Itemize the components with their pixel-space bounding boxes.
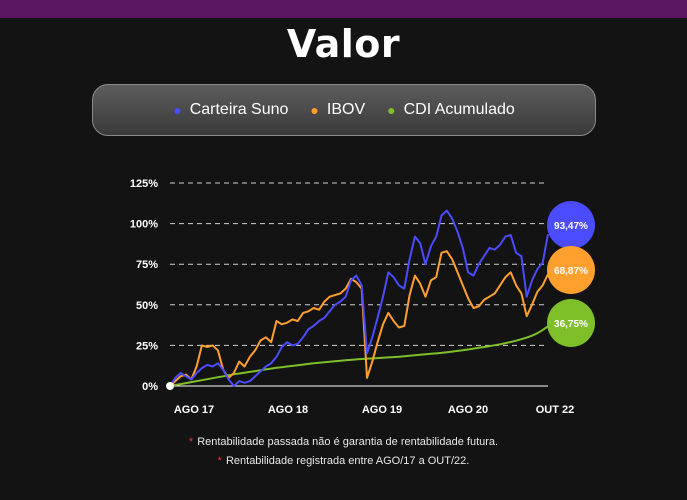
- series-line-carteira-suno: [169, 209, 549, 387]
- end-value-label: 68,87%: [554, 266, 588, 277]
- legend-item-ibov: ● IBOV: [310, 101, 365, 119]
- end-value-bubble: [547, 201, 595, 249]
- legend-item-cdi: ● CDI Acumulado: [387, 101, 515, 119]
- end-value-label: 93,47%: [554, 221, 588, 232]
- x-tick-label: AGO 18: [268, 404, 308, 416]
- asterisk-icon: *: [217, 455, 222, 467]
- asterisk-icon: *: [188, 436, 194, 448]
- footnote-2: * Rentabilidade registrada entre AGO/17 a…: [0, 455, 687, 467]
- footnote-text: Rentabilidade registrada entre AGO/17 a …: [225, 455, 470, 467]
- legend-label: IBOV: [326, 101, 366, 118]
- end-value-bubble: [547, 299, 595, 347]
- legend: ● Carteira Suno ● IBOV ● CDI Acumulado: [92, 84, 596, 136]
- footnote-1: * Rentabilidade passada não é garantia de…: [0, 436, 687, 448]
- footnote-text: Rentabilidade passada não é garantia de …: [197, 436, 499, 448]
- page-title: Valor: [286, 22, 401, 66]
- legend-label: Carteira Suno: [189, 101, 289, 118]
- series-line-ibov: [169, 250, 549, 387]
- y-tick-label: 100%: [130, 219, 158, 231]
- y-tick-label: 25%: [136, 340, 158, 352]
- y-tick-label: 75%: [136, 259, 158, 271]
- legend-dot-icon: ●: [387, 102, 396, 118]
- legend-label: CDI Acumulado: [403, 101, 515, 118]
- legend-dot-icon: ●: [310, 102, 319, 118]
- x-tick-label: AGO 20: [448, 404, 488, 416]
- x-tick-label: OUT 22: [536, 404, 575, 416]
- y-tick-label: 0%: [142, 381, 158, 393]
- origin-point: [166, 382, 174, 390]
- end-value-bubble: [547, 246, 595, 294]
- end-value-label: 36,75%: [554, 319, 588, 330]
- legend-item-carteira-suno: ● Carteira Suno: [173, 101, 288, 119]
- x-tick-label: AGO 17: [174, 404, 214, 416]
- legend-dot-icon: ●: [173, 102, 182, 118]
- x-tick-label: AGO 19: [362, 404, 402, 416]
- y-tick-label: 50%: [136, 300, 158, 312]
- y-tick-label: 125%: [130, 178, 158, 190]
